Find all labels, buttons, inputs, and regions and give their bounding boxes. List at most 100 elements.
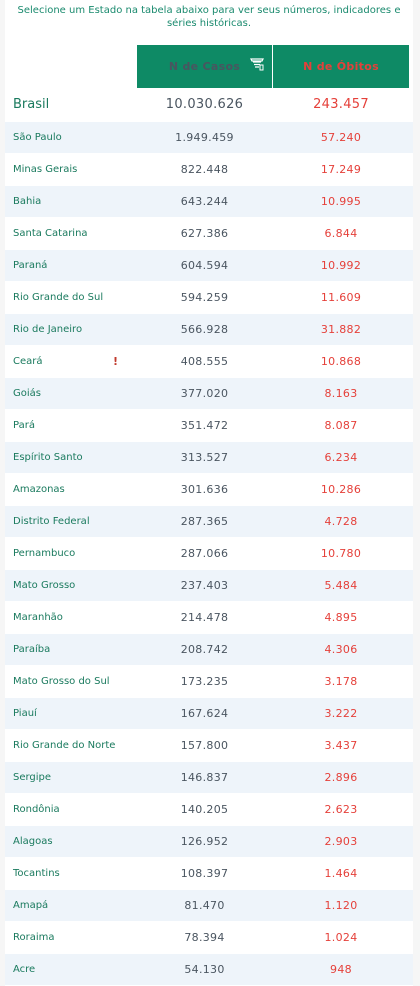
cases-value: 1.949.459 [175, 131, 234, 144]
cases-column-label: N de Casos [168, 60, 241, 73]
cases-value: 643.244 [180, 195, 229, 208]
state-name: Mato Grosso do Sul [13, 675, 110, 687]
state-name: Amazonas [13, 483, 65, 495]
deaths-value: 10.992 [320, 259, 362, 272]
state-name: Ceará [13, 355, 43, 367]
table-row[interactable]: Amazonas 301.636 10.286 [5, 474, 413, 506]
table-row[interactable]: Santa Catarina 627.386 6.844 [5, 218, 413, 250]
deaths-value: 1.120 [324, 899, 358, 912]
deaths-value: 8.087 [324, 419, 358, 432]
deaths-value: 6.234 [324, 451, 358, 464]
cases-value: 54.130 [184, 963, 225, 976]
state-name: Pernambuco [13, 547, 76, 559]
state-name: Brasil [13, 96, 50, 112]
state-name: Pará [13, 419, 35, 431]
deaths-value: 948 [330, 963, 352, 976]
table-row[interactable]: Rio Grande do Sul 594.259 11.609 [5, 282, 413, 314]
cases-value: 594.259 [180, 291, 229, 304]
state-name: Goiás [13, 387, 41, 399]
deaths-value: 10.868 [320, 355, 362, 368]
cases-value: 81.470 [184, 899, 225, 912]
filter-icon[interactable] [250, 57, 264, 71]
table-row[interactable]: Amapá 81.470 1.120 [5, 890, 413, 922]
table-row[interactable]: Minas Gerais 822.448 17.249 [5, 154, 413, 186]
table-row[interactable]: Mato Grosso 237.403 5.484 [5, 570, 413, 602]
state-name: Rio de Janeiro [13, 323, 83, 335]
state-name: Paraíba [13, 643, 51, 655]
table-row[interactable]: Goiás 377.020 8.163 [5, 378, 413, 410]
table-row-brasil[interactable]: Brasil 10.030.626 243.457 [5, 88, 413, 122]
table-row[interactable]: Tocantins 108.397 1.464 [5, 858, 413, 890]
table-row[interactable]: Piauí 167.624 3.222 [5, 698, 413, 730]
cases-value: 140.205 [180, 803, 229, 816]
deaths-value: 4.895 [324, 611, 358, 624]
cases-value: 108.397 [180, 867, 229, 880]
table-row[interactable]: Sergipe 146.837 2.896 [5, 762, 413, 794]
table-row[interactable]: São Paulo 1.949.459 57.240 [5, 122, 413, 154]
states-table-panel: Selecione um Estado na tabela abaixo par… [5, 0, 413, 986]
cases-value: 237.403 [180, 579, 229, 592]
table-row[interactable]: Pará 351.472 8.087 [5, 410, 413, 442]
alert-icon: ! [113, 355, 119, 368]
cases-value: 10.030.626 [165, 97, 244, 112]
table-header: N de Casos N de Óbitos [5, 45, 413, 88]
deaths-value: 4.306 [324, 643, 358, 656]
table-row[interactable]: Alagoas 126.952 2.903 [5, 826, 413, 858]
deaths-column-header[interactable]: N de Óbitos [273, 45, 409, 88]
state-name: Rio Grande do Sul [13, 291, 104, 303]
deaths-value: 6.844 [324, 227, 358, 240]
deaths-column-label: N de Óbitos [303, 60, 379, 73]
cases-value: 214.478 [180, 611, 229, 624]
cases-value: 126.952 [180, 835, 229, 848]
table-row[interactable]: Ceará! 408.555 10.868 [5, 346, 413, 378]
table-row[interactable]: Rio Grande do Norte 157.800 3.437 [5, 730, 413, 762]
cases-value: 822.448 [180, 163, 229, 176]
cases-value: 287.365 [180, 515, 229, 528]
cases-column-header[interactable]: N de Casos [137, 45, 272, 88]
cases-value: 287.066 [180, 547, 229, 560]
state-name: Bahia [13, 195, 42, 207]
state-name: Maranhão [13, 611, 63, 623]
deaths-value: 2.623 [324, 803, 358, 816]
deaths-value: 17.249 [320, 163, 362, 176]
state-name: Amapá [13, 899, 49, 911]
table-row[interactable]: Maranhão 214.478 4.895 [5, 602, 413, 634]
deaths-value: 57.240 [320, 131, 362, 144]
table-row[interactable]: Paraná 604.594 10.992 [5, 250, 413, 282]
cases-value: 157.800 [180, 739, 229, 752]
deaths-value: 5.484 [324, 579, 358, 592]
table-row[interactable]: Mato Grosso do Sul 173.235 3.178 [5, 666, 413, 698]
table-row[interactable]: Espírito Santo 313.527 6.234 [5, 442, 413, 474]
state-name: Rio Grande do Norte [13, 739, 116, 751]
deaths-value: 3.437 [324, 739, 358, 752]
table-row[interactable]: Paraíba 208.742 4.306 [5, 634, 413, 666]
state-name: Santa Catarina [13, 227, 88, 239]
state-name: São Paulo [13, 131, 62, 143]
state-name: Espírito Santo [13, 451, 83, 463]
table-row[interactable]: Rondônia 140.205 2.623 [5, 794, 413, 826]
state-name: Mato Grosso [13, 579, 76, 591]
cases-value: 173.235 [180, 675, 229, 688]
table-row[interactable]: Rio de Janeiro 566.928 31.882 [5, 314, 413, 346]
table-row[interactable]: Distrito Federal 287.365 4.728 [5, 506, 413, 538]
deaths-value: 3.222 [324, 707, 358, 720]
table-row[interactable]: Pernambuco 287.066 10.780 [5, 538, 413, 570]
cases-value: 146.837 [180, 771, 229, 784]
deaths-value: 4.728 [324, 515, 358, 528]
state-name: Tocantins [13, 867, 60, 879]
cases-value: 351.472 [180, 419, 229, 432]
state-name: Acre [13, 963, 36, 975]
cases-value: 301.636 [180, 483, 229, 496]
deaths-value: 3.178 [324, 675, 358, 688]
deaths-value: 8.163 [324, 387, 358, 400]
state-name: Roraima [13, 931, 55, 943]
state-name: Distrito Federal [13, 515, 90, 527]
state-name: Rondônia [13, 803, 60, 815]
cases-value: 566.928 [180, 323, 229, 336]
instruction-text: Selecione um Estado na tabela abaixo par… [17, 5, 401, 29]
table-row[interactable]: Roraima 78.394 1.024 [5, 922, 413, 954]
table-row[interactable]: Acre 54.130 948 [5, 954, 413, 986]
deaths-value: 1.464 [324, 867, 358, 880]
state-name: Piauí [13, 707, 37, 719]
table-row[interactable]: Bahia 643.244 10.995 [5, 186, 413, 218]
